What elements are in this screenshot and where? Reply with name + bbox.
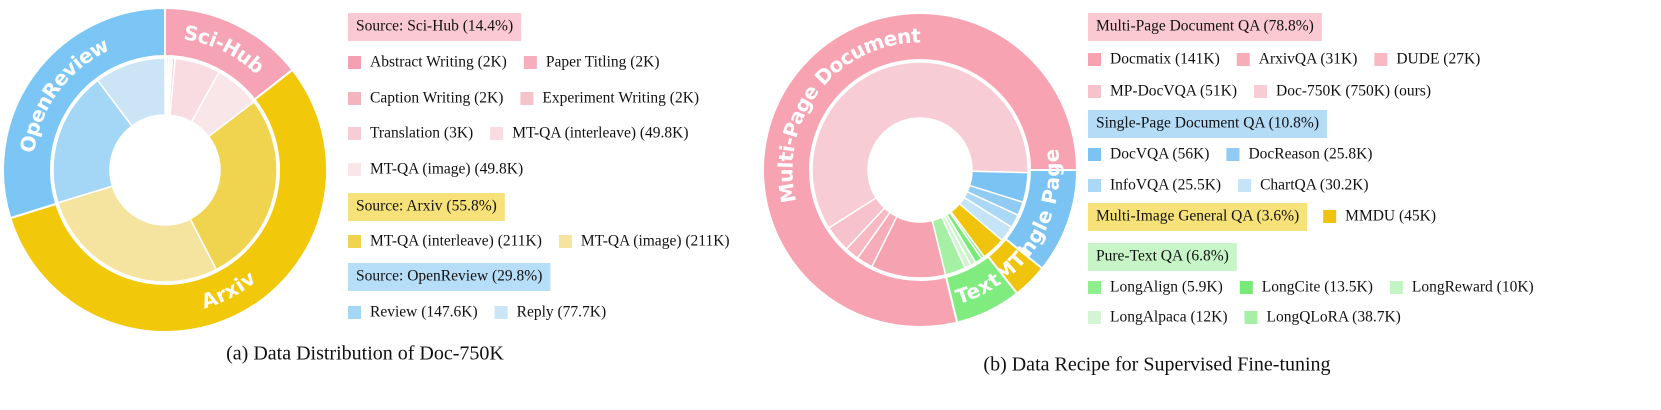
legend-swatch [348, 235, 361, 248]
legend-swatch [490, 127, 504, 140]
legend-swatch [558, 235, 572, 248]
inner-segment [189, 100, 278, 271]
legend-swatch [1088, 53, 1101, 66]
legend-header-bg [1088, 203, 1308, 231]
legend-label: Caption Writing (2K) [370, 90, 503, 107]
legend-label: Review (147.6K) [370, 304, 478, 321]
legend-label: Experiment Writing (2K) [542, 90, 699, 107]
legend-label: MT-QA (image) (211K) [581, 233, 730, 250]
legend-header: Multi-Page Document QA (78.8%) [1096, 18, 1314, 35]
legend-header-bg [1088, 13, 1322, 41]
inner-segment [56, 185, 218, 283]
outer-segment [9, 68, 328, 333]
legend-label: LongAlign (5.9K) [1110, 279, 1223, 296]
legend-swatch [494, 306, 508, 319]
legend-swatch [1389, 281, 1403, 294]
legend-header-bg [348, 13, 522, 41]
legend-label: LongReward (10K) [1412, 279, 1534, 296]
legend-label: Docmatix (141K) [1110, 51, 1220, 68]
legend-label: Translation (3K) [370, 125, 473, 142]
legend-swatch [1088, 179, 1101, 192]
legend-label: ChartQA (30.2K) [1260, 177, 1369, 194]
legend-swatch [1238, 179, 1252, 192]
legend-swatch [1244, 311, 1258, 324]
legend-label: MT-QA (image) (49.8K) [370, 161, 523, 178]
legend-header: Source: Arxiv (55.8%) [356, 198, 497, 215]
legend-header-bg [1088, 243, 1237, 271]
legend-label: MMDU (45K) [1345, 208, 1436, 225]
legend-header: Single-Page Document QA (10.8%) [1096, 115, 1319, 132]
legend-header: Pure-Text QA (6.8%) [1096, 248, 1229, 265]
inner-segment [931, 216, 967, 276]
legend-swatch [1088, 281, 1101, 294]
legend-header-bg [348, 193, 505, 221]
inner-segment [811, 61, 1029, 229]
legend-header: Multi-Image General QA (3.6%) [1096, 208, 1299, 225]
legend-header-bg [348, 263, 551, 291]
legend-header-bg [1088, 110, 1327, 138]
legend-label: DUDE (27K) [1396, 51, 1480, 68]
legend-label: Paper Titling (2K) [546, 54, 660, 71]
legend-label: Doc-750K (750K) (ours) [1276, 83, 1431, 100]
legend-swatch [348, 127, 361, 140]
legend-swatch [348, 163, 361, 176]
legend-swatch [520, 92, 534, 105]
legend-swatch [1323, 210, 1337, 223]
legend-label: ArxivQA (31K) [1259, 51, 1358, 68]
legend-swatch [1239, 281, 1253, 294]
legend-label: LongAlpaca (12K) [1110, 309, 1228, 326]
legend-swatch [348, 92, 361, 105]
inner-segment [96, 57, 166, 128]
inner-segment [52, 79, 134, 204]
legend-label: DocReason (25.8K) [1248, 146, 1372, 163]
legend-label: LongCite (13.5K) [1262, 279, 1373, 296]
outer-segment [762, 12, 1079, 328]
legend-label: LongQLoRA (38.7K) [1267, 309, 1401, 326]
legend-swatch [523, 56, 537, 69]
legend-header: Source: OpenReview (29.8%) [356, 268, 542, 285]
legend-swatch [1254, 85, 1268, 98]
legend-label: Abstract Writing (2K) [370, 54, 507, 71]
legend-label: MT-QA (interleave) (211K) [370, 233, 542, 250]
legend-swatch [1088, 148, 1101, 161]
legend-label: MT-QA (interleave) (49.8K) [512, 125, 688, 142]
caption: (a) Data Distribution of Doc-750K [226, 343, 504, 365]
legend-label: InfoVQA (25.5K) [1110, 177, 1221, 194]
legend-swatch [1088, 85, 1101, 98]
legend-swatch [1374, 53, 1388, 66]
legend-label: MP-DocVQA (51K) [1110, 83, 1237, 100]
caption: (b) Data Recipe for Supervised Fine-tuni… [983, 354, 1330, 376]
legend-header: Source: Sci-Hub (14.4%) [356, 18, 513, 35]
legend-swatch [348, 56, 361, 69]
legend-label: DocVQA (56K) [1110, 146, 1209, 163]
outer-segment [2, 6, 166, 220]
legend-swatch [348, 306, 361, 319]
legend-label: Reply (77.7K) [517, 304, 607, 321]
legend-swatch [1236, 53, 1250, 66]
legend-swatch [1226, 148, 1240, 161]
legend-swatch [1088, 311, 1101, 324]
outer-segment [944, 255, 1019, 324]
